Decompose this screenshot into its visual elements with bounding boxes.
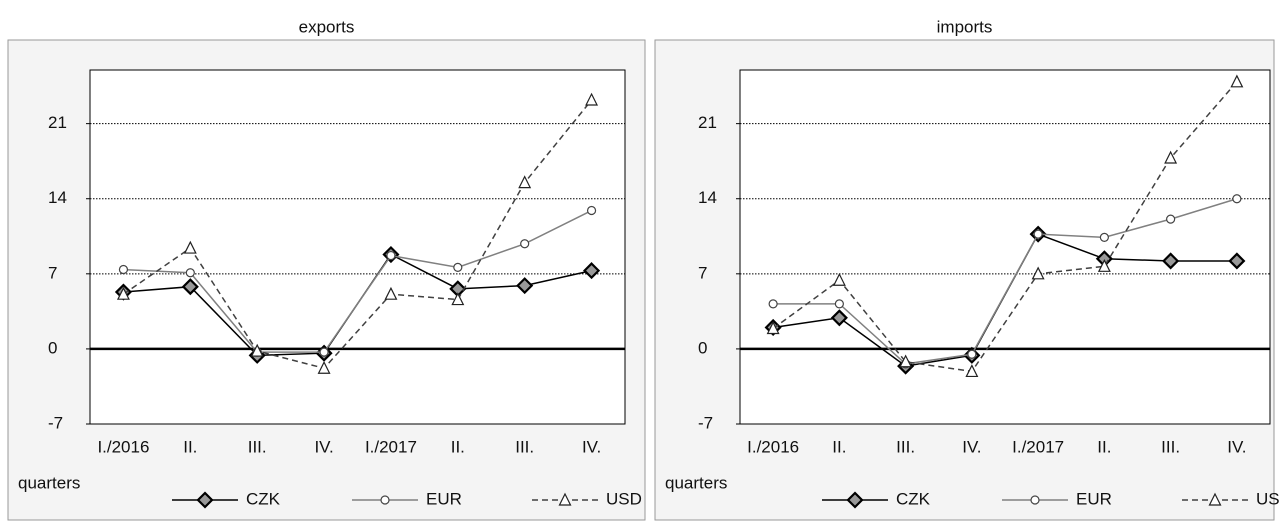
legend-label: USD	[606, 489, 642, 508]
marker	[1031, 266, 1045, 280]
marker	[317, 360, 331, 374]
x-tick-label: II.	[1097, 437, 1111, 456]
legend-label: CZK	[246, 489, 281, 508]
x-tick-label: III.	[515, 437, 534, 456]
legend-label: EUR	[426, 489, 462, 508]
marker	[116, 286, 130, 300]
legend-item: CZK	[822, 489, 931, 509]
legend-marker	[1030, 495, 1040, 505]
marker	[834, 299, 844, 309]
x-tick-label: I./2016	[97, 437, 149, 456]
marker	[516, 277, 534, 295]
marker	[965, 364, 979, 378]
marker	[181, 278, 199, 296]
legend-item: EUR	[1002, 489, 1112, 508]
series-line	[123, 99, 593, 370]
marker	[583, 262, 601, 280]
x-tick-label: IV.	[582, 437, 601, 456]
marker	[1232, 194, 1242, 204]
marker	[1166, 214, 1176, 224]
series-line	[773, 198, 1238, 365]
x-tick-label: III.	[896, 437, 915, 456]
x-axis-label: quarters	[665, 473, 727, 492]
legend-item: CZK	[172, 489, 281, 509]
y-tick-label: 14	[698, 188, 717, 207]
x-tick-label: IV.	[314, 437, 333, 456]
x-tick-label: II.	[832, 437, 846, 456]
x-tick-label: III.	[1161, 437, 1180, 456]
chart-title: imports	[937, 17, 993, 36]
marker	[518, 175, 532, 189]
x-tick-label: IV.	[1227, 437, 1246, 456]
marker	[451, 292, 465, 306]
marker	[586, 205, 597, 216]
marker	[520, 239, 530, 249]
marker	[967, 349, 977, 359]
marker	[1097, 258, 1111, 272]
x-tick-label: I./2017	[1012, 437, 1064, 456]
y-tick-label: 21	[698, 113, 717, 132]
legend-marker	[196, 491, 214, 509]
y-tick-label: 0	[698, 338, 707, 357]
marker	[766, 321, 780, 335]
x-tick-label: II.	[183, 437, 197, 456]
marker	[250, 343, 264, 357]
legend-label: EUR	[1076, 489, 1112, 508]
legend-marker	[846, 491, 864, 509]
legend-item: USD	[1182, 489, 1279, 508]
x-tick-label: I./2017	[365, 437, 417, 456]
x-axis-label: quarters	[18, 473, 80, 492]
x-tick-label: II.	[451, 437, 465, 456]
marker	[1230, 74, 1244, 88]
marker	[384, 286, 398, 300]
marker	[453, 262, 463, 272]
legend-item: EUR	[352, 489, 462, 508]
marker	[185, 268, 195, 278]
panel: exports -7 0 7 14 21 I./2016 II. III. IV. I./2017 I…	[7, 17, 646, 521]
x-tick-label: IV.	[962, 437, 981, 456]
marker	[832, 272, 846, 286]
legend-marker	[380, 495, 390, 505]
y-tick-label: -7	[698, 413, 713, 432]
y-tick-label: 0	[48, 338, 57, 357]
marker	[830, 309, 848, 327]
x-tick-label: III.	[248, 437, 267, 456]
legend-label: USD	[1256, 489, 1279, 508]
marker	[1164, 150, 1178, 164]
y-tick-label: 14	[48, 188, 67, 207]
marker	[1228, 252, 1246, 270]
legend-item: USD	[532, 489, 642, 508]
marker	[183, 240, 197, 254]
legend-marker	[1208, 492, 1222, 506]
marker	[319, 347, 329, 357]
marker	[386, 250, 396, 261]
x-tick-label: I./2016	[747, 437, 799, 456]
y-tick-label: 7	[698, 263, 707, 282]
plot-area	[739, 69, 1271, 425]
marker	[1033, 229, 1043, 239]
marker	[768, 299, 778, 309]
marker	[1099, 232, 1109, 242]
y-tick-label: 7	[48, 263, 57, 282]
series-line	[123, 209, 592, 353]
plot-area	[89, 69, 626, 425]
y-tick-label: -7	[48, 413, 63, 432]
panel: imports -7 0 7 14 21 I./2016 II. III. IV. I./2017 I…	[654, 17, 1279, 521]
legend-marker	[558, 492, 572, 506]
marker	[118, 264, 129, 275]
marker	[585, 92, 599, 106]
marker	[1162, 252, 1180, 270]
marker	[899, 354, 913, 368]
series-line	[772, 81, 1238, 373]
chart-title: exports	[299, 17, 355, 36]
y-tick-label: 21	[48, 113, 67, 132]
legend-label: CZK	[896, 489, 931, 508]
